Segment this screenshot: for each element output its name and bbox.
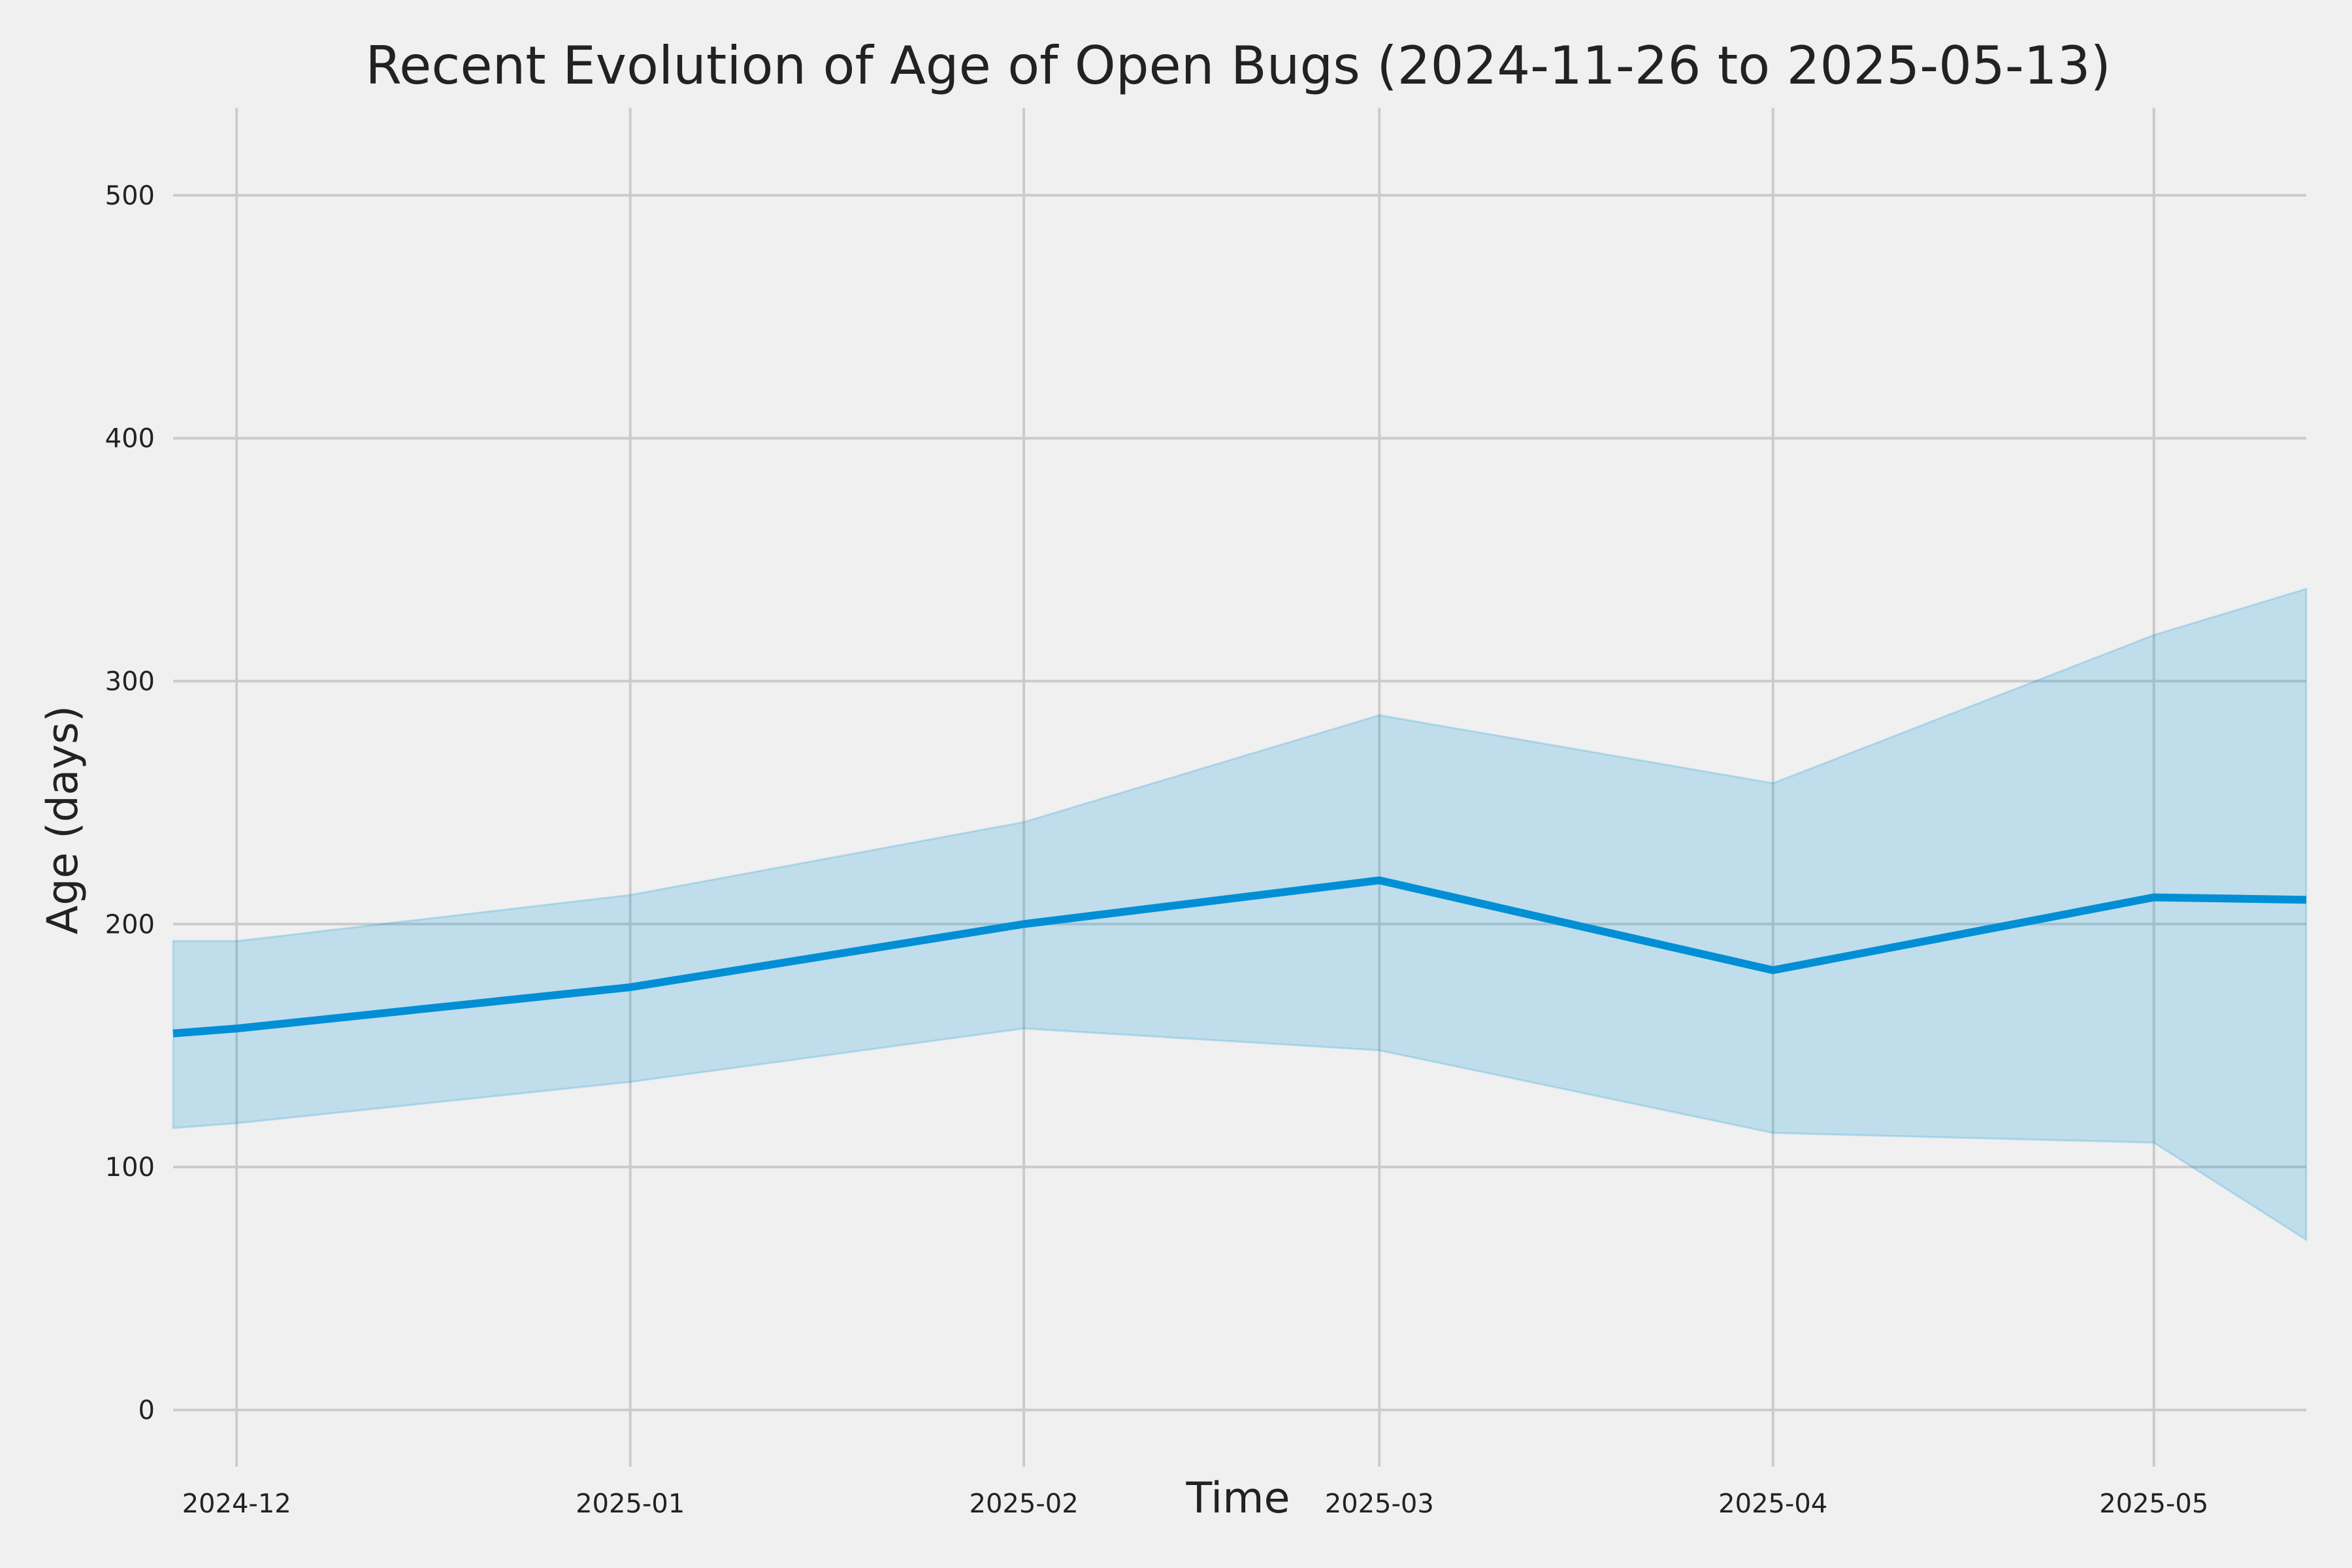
x-tick-label: 2024-12 [182, 1489, 291, 1519]
chart-title: Recent Evolution of Age of Open Bugs (20… [365, 35, 2111, 96]
series-line [172, 876, 2307, 1037]
y-axis-label: Age (days) [39, 706, 88, 935]
grid-lines [173, 108, 2306, 1467]
x-tick-label: 2025-04 [1718, 1489, 1827, 1519]
band-area [172, 587, 2308, 1242]
y-tick-label: 300 [105, 667, 155, 697]
y-tick-label: 500 [105, 181, 155, 211]
confidence-band [172, 587, 2308, 1242]
x-axis-ticks: 2024-12 2025-01 2025-02 2025-03 2025-04 2025-… [182, 1489, 2209, 1519]
y-tick-label: 0 [139, 1396, 155, 1426]
x-tick-label: 2025-05 [2099, 1489, 2208, 1519]
y-axis-ticks: 0 100 200 300 400 500 [105, 181, 155, 1426]
y-tick-label: 400 [105, 424, 155, 454]
x-tick-label: 2025-02 [970, 1489, 1079, 1519]
y-tick-label: 100 [105, 1152, 155, 1183]
y-tick-label: 200 [105, 909, 155, 939]
x-tick-label: 2025-01 [576, 1489, 685, 1519]
series-lines [172, 876, 2307, 1037]
x-tick-label: 2025-03 [1325, 1489, 1434, 1519]
x-axis-label: Time [1185, 1474, 1290, 1523]
